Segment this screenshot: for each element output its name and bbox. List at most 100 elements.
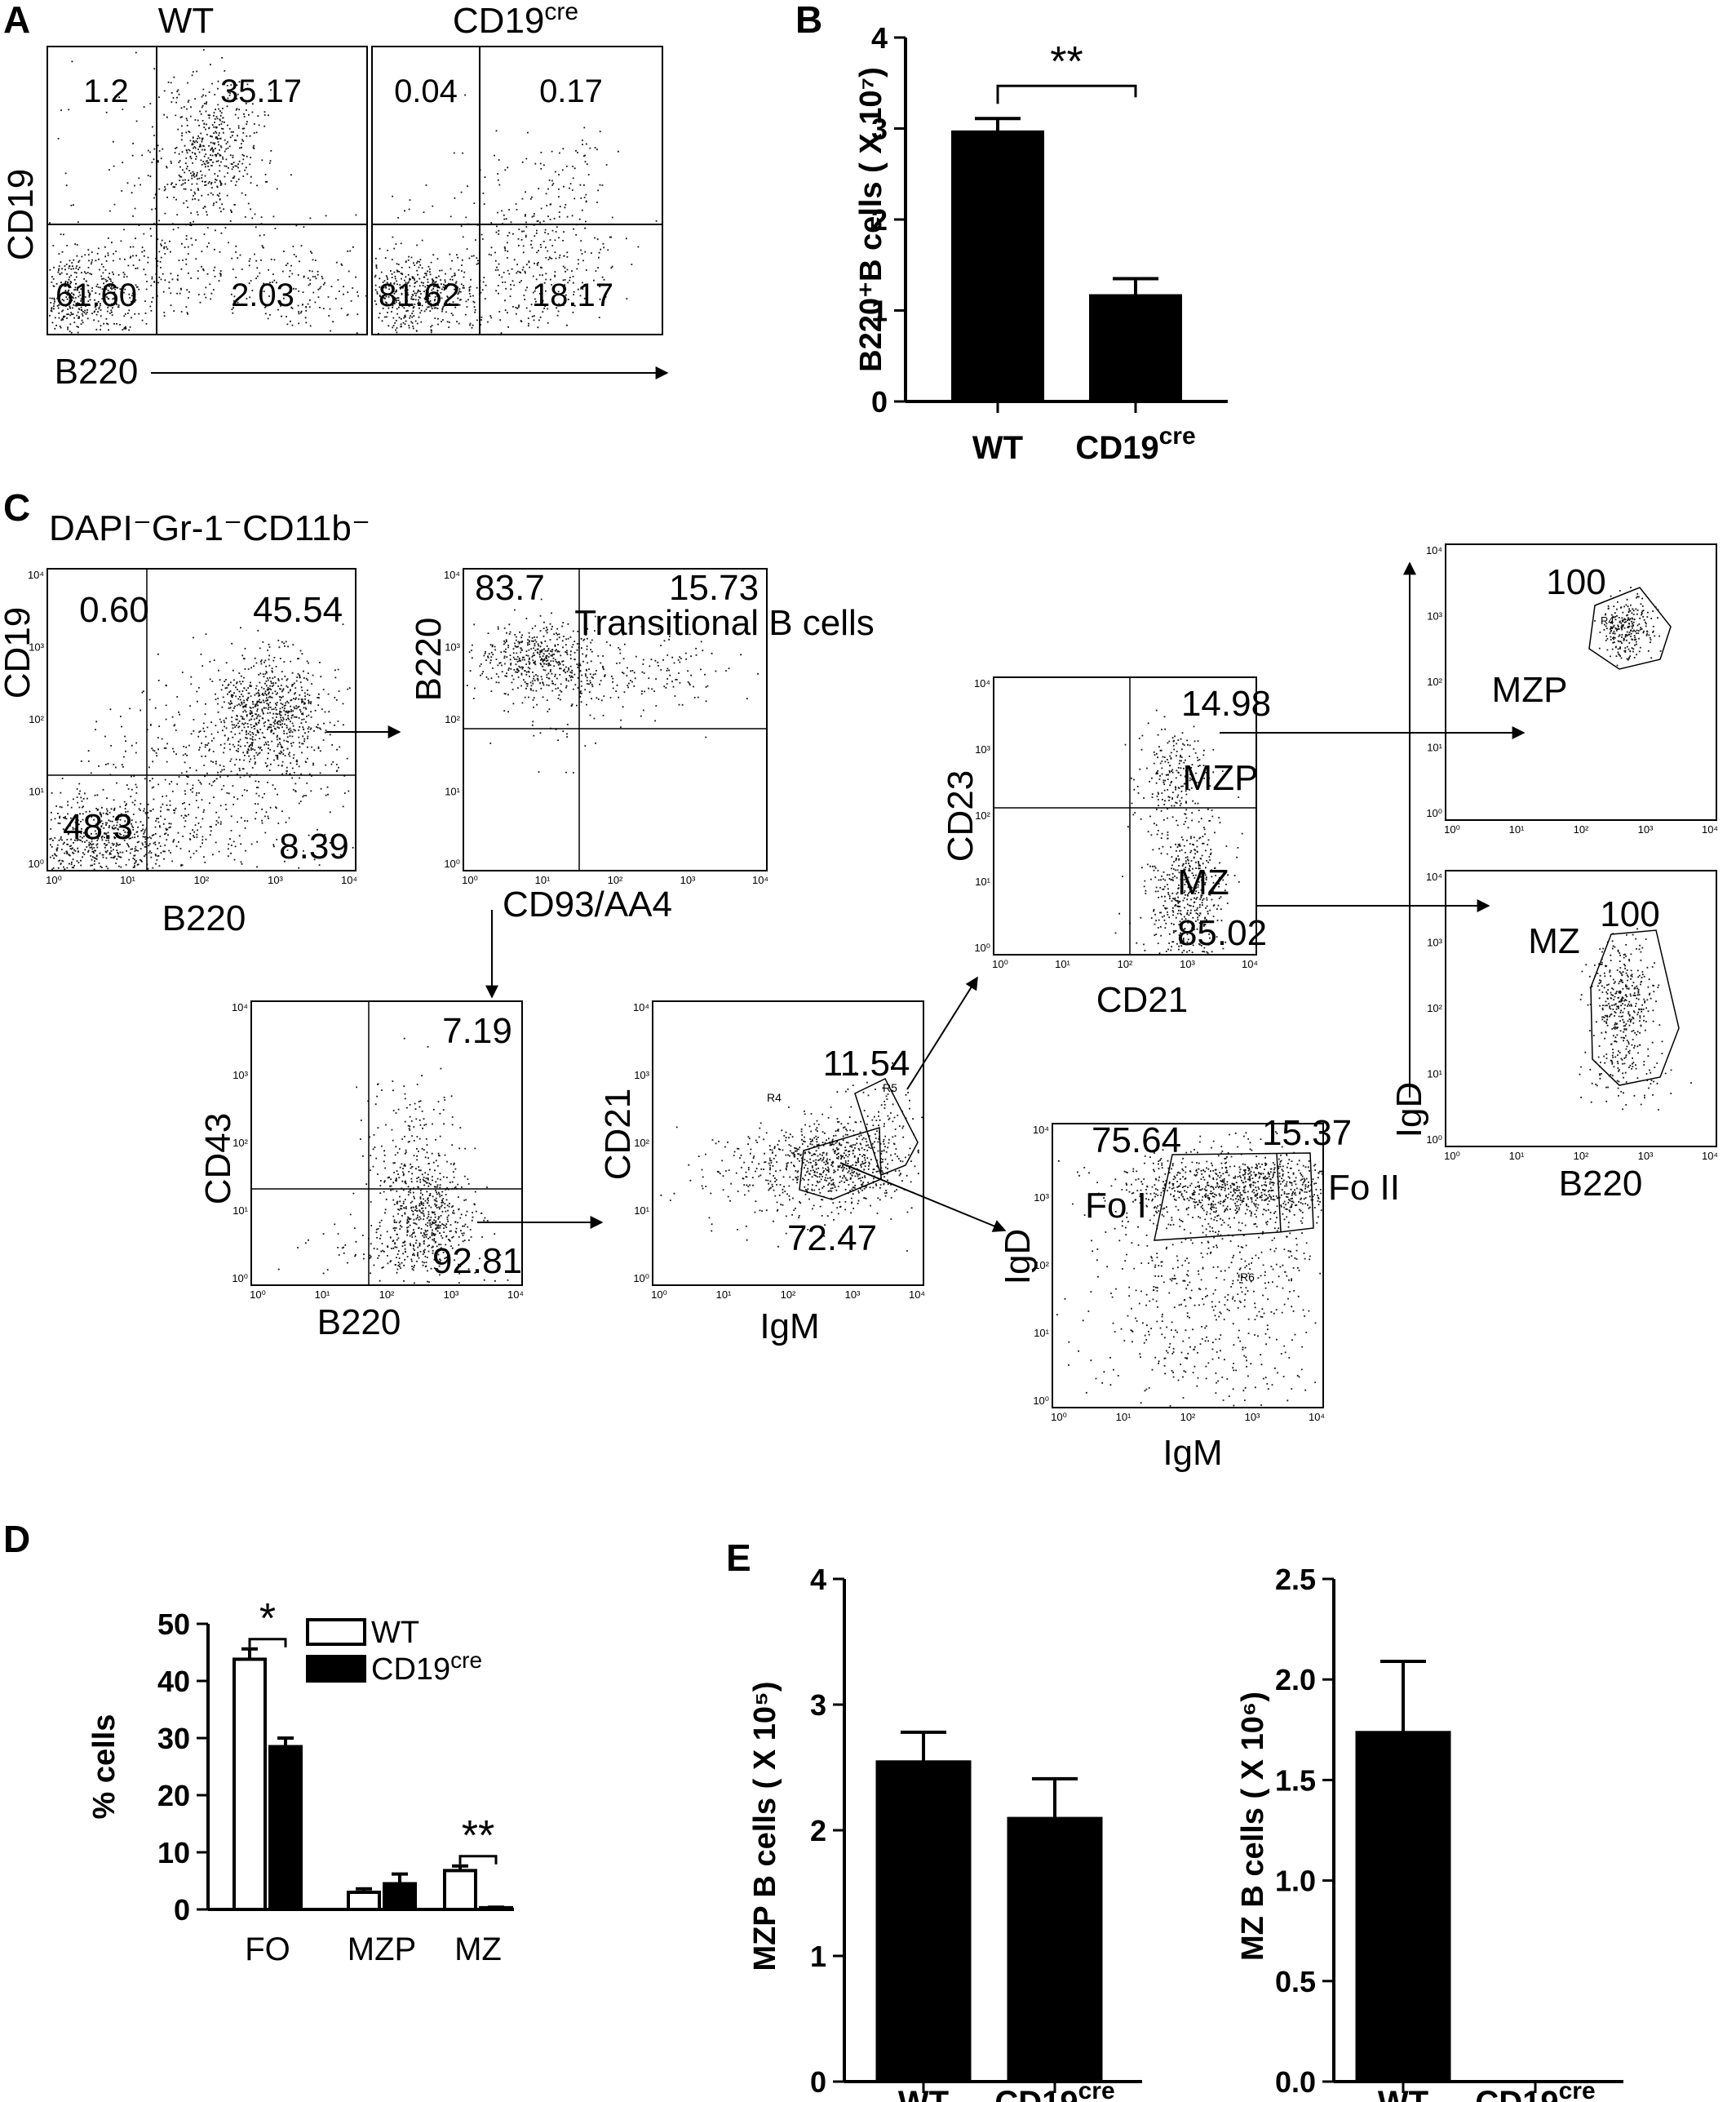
y-axis-label: MZP B cells ( X 10⁵) (748, 1681, 782, 1971)
plot-frame (1445, 543, 1717, 821)
y-tick-label: 1 (871, 295, 888, 328)
x-tick-label: 10⁰ (46, 874, 62, 886)
significance-stars: * (259, 1595, 276, 1643)
bar-wt-mz (443, 1869, 477, 1911)
x-tick-label: 10⁰ (651, 1288, 667, 1301)
y-tick-label: 20 (157, 1779, 190, 1812)
quadrant-ul: 83.7 (475, 568, 545, 608)
bar-cd19cre-mzp (383, 1882, 417, 1911)
y-tick-label: 10 (157, 1836, 190, 1869)
category-label: FO (245, 1931, 290, 1967)
y-tick-label: 10⁴ (444, 569, 460, 581)
bar-cd19cre-fo (268, 1745, 303, 1911)
y-tick-label: 30 (157, 1722, 190, 1755)
significance-bracket (248, 1638, 287, 1647)
y-tick-label: 10⁴ (232, 1001, 248, 1013)
c5-xlabel: CD21 (1096, 980, 1189, 1020)
scatter-points (374, 94, 658, 335)
category-label: WT (972, 430, 1023, 466)
x-tick-label: 10³ (1638, 1150, 1654, 1162)
category-label: CD19cre (1075, 423, 1195, 466)
y-tick-label: 10³ (29, 641, 44, 654)
x-tick-label: 10³ (845, 1288, 861, 1301)
category-label: MZP (348, 1931, 416, 1967)
gate-r5 (854, 1078, 919, 1176)
x-tick-label: 10⁴ (1242, 958, 1258, 970)
x-tick-label: 10⁴ (341, 874, 357, 886)
y-tick-label: 10² (445, 713, 460, 725)
panel-e: E 0 1 2 3 4 MZP B cells ( X 10⁵) WT CD19cre 0.0… (726, 1537, 1623, 2102)
x-tick-label: 10⁰ (462, 874, 478, 886)
gate-value-r5: 11.54 (823, 1044, 910, 1084)
c1-ylabel: CD19 (0, 607, 38, 699)
cytometry-events (1056, 1131, 1323, 1407)
x-tick-label: 10² (608, 874, 623, 886)
y-tick-label: 10¹ (975, 876, 990, 888)
y-tick-label: 2 (810, 1814, 826, 1847)
x-tick-label: 10¹ (315, 1288, 330, 1301)
y-tick-label: 0 (871, 385, 888, 419)
gate-mz (1590, 929, 1680, 1086)
panel-letter-d: D (3, 1518, 30, 1560)
c6-xlabel: IgM (1162, 1433, 1222, 1473)
gate-label-r4: R4 (767, 1091, 782, 1104)
significance-stars: ** (1050, 38, 1083, 86)
legend-label: WT (371, 1616, 419, 1650)
panel-a: A WT CD19cre CD19 B220 1.2 35.17 61.60 2… (1, 0, 669, 392)
quadrant-ul: 0.04 (394, 73, 458, 109)
gate-label-r6: R6 (1240, 1271, 1255, 1284)
x-tick-label: 10² (1574, 823, 1589, 836)
y-tick-label: 10⁰ (28, 858, 44, 870)
quadrant-lr: 92.81 (432, 1241, 522, 1281)
y-axis-label: % cells (87, 1714, 122, 1820)
plot-frame (463, 568, 768, 871)
c1-xlabel: B220 (162, 898, 246, 938)
y-tick-label: 10¹ (232, 1204, 248, 1217)
y-tick-label: 10³ (975, 743, 990, 756)
x-tick-label: 10¹ (1116, 1411, 1132, 1423)
bar-cd19cre (1089, 294, 1182, 403)
plot-frame (1445, 870, 1717, 1147)
quadrant-lr: 18.17 (532, 277, 613, 313)
quadrant-lr: 85.02 (1177, 913, 1267, 953)
c2-ylabel: B220 (409, 618, 449, 702)
c5-ylabel: CD23 (941, 770, 981, 863)
panel-letter-e: E (726, 1537, 751, 1579)
x-tick-label: 10⁴ (1309, 1411, 1325, 1423)
x-tick-label: 10⁴ (752, 874, 768, 886)
gate-r4 (1588, 587, 1672, 670)
gate-fo-ii-divider (1276, 1152, 1282, 1233)
quadrant-ur: 45.54 (253, 590, 343, 630)
c4-xlabel: IgM (760, 1306, 819, 1346)
x-tick-label: 10⁴ (507, 1288, 524, 1301)
y-tick-label: 0.0 (1275, 2065, 1316, 2099)
x-tick-label: 10² (379, 1288, 395, 1301)
c6-ylabel: IgD (998, 1229, 1038, 1284)
y-tick-label: 2 (871, 203, 888, 237)
bar-cd19cre (1007, 1816, 1103, 2083)
bar-wt (951, 130, 1044, 402)
quadrant-ll: 61.60 (55, 277, 137, 313)
x-tick-label: 10³ (1245, 1411, 1260, 1423)
fo-ii-label: Fo II (1328, 1168, 1400, 1208)
y-tick-label: 10³ (634, 1069, 649, 1081)
y-tick-label: 10¹ (445, 786, 460, 798)
y-tick-label: 10³ (232, 1069, 248, 1081)
legend-label: CD19cre (371, 1647, 482, 1687)
gate-value-mz: 100 (1600, 894, 1659, 934)
y-tick-label: 3 (871, 113, 888, 146)
transitional-label: Transitional B cells (574, 603, 875, 643)
category-label: WT (1378, 2085, 1428, 2102)
quadrant-ur: 35.17 (220, 73, 302, 109)
y-tick-label: 10² (1427, 1002, 1442, 1014)
scatter-points (49, 623, 354, 871)
bar-chart-b: 0 1 2 3 4 B220⁺B cells ( X 10⁷) WT CD19cre ** (854, 21, 1228, 466)
